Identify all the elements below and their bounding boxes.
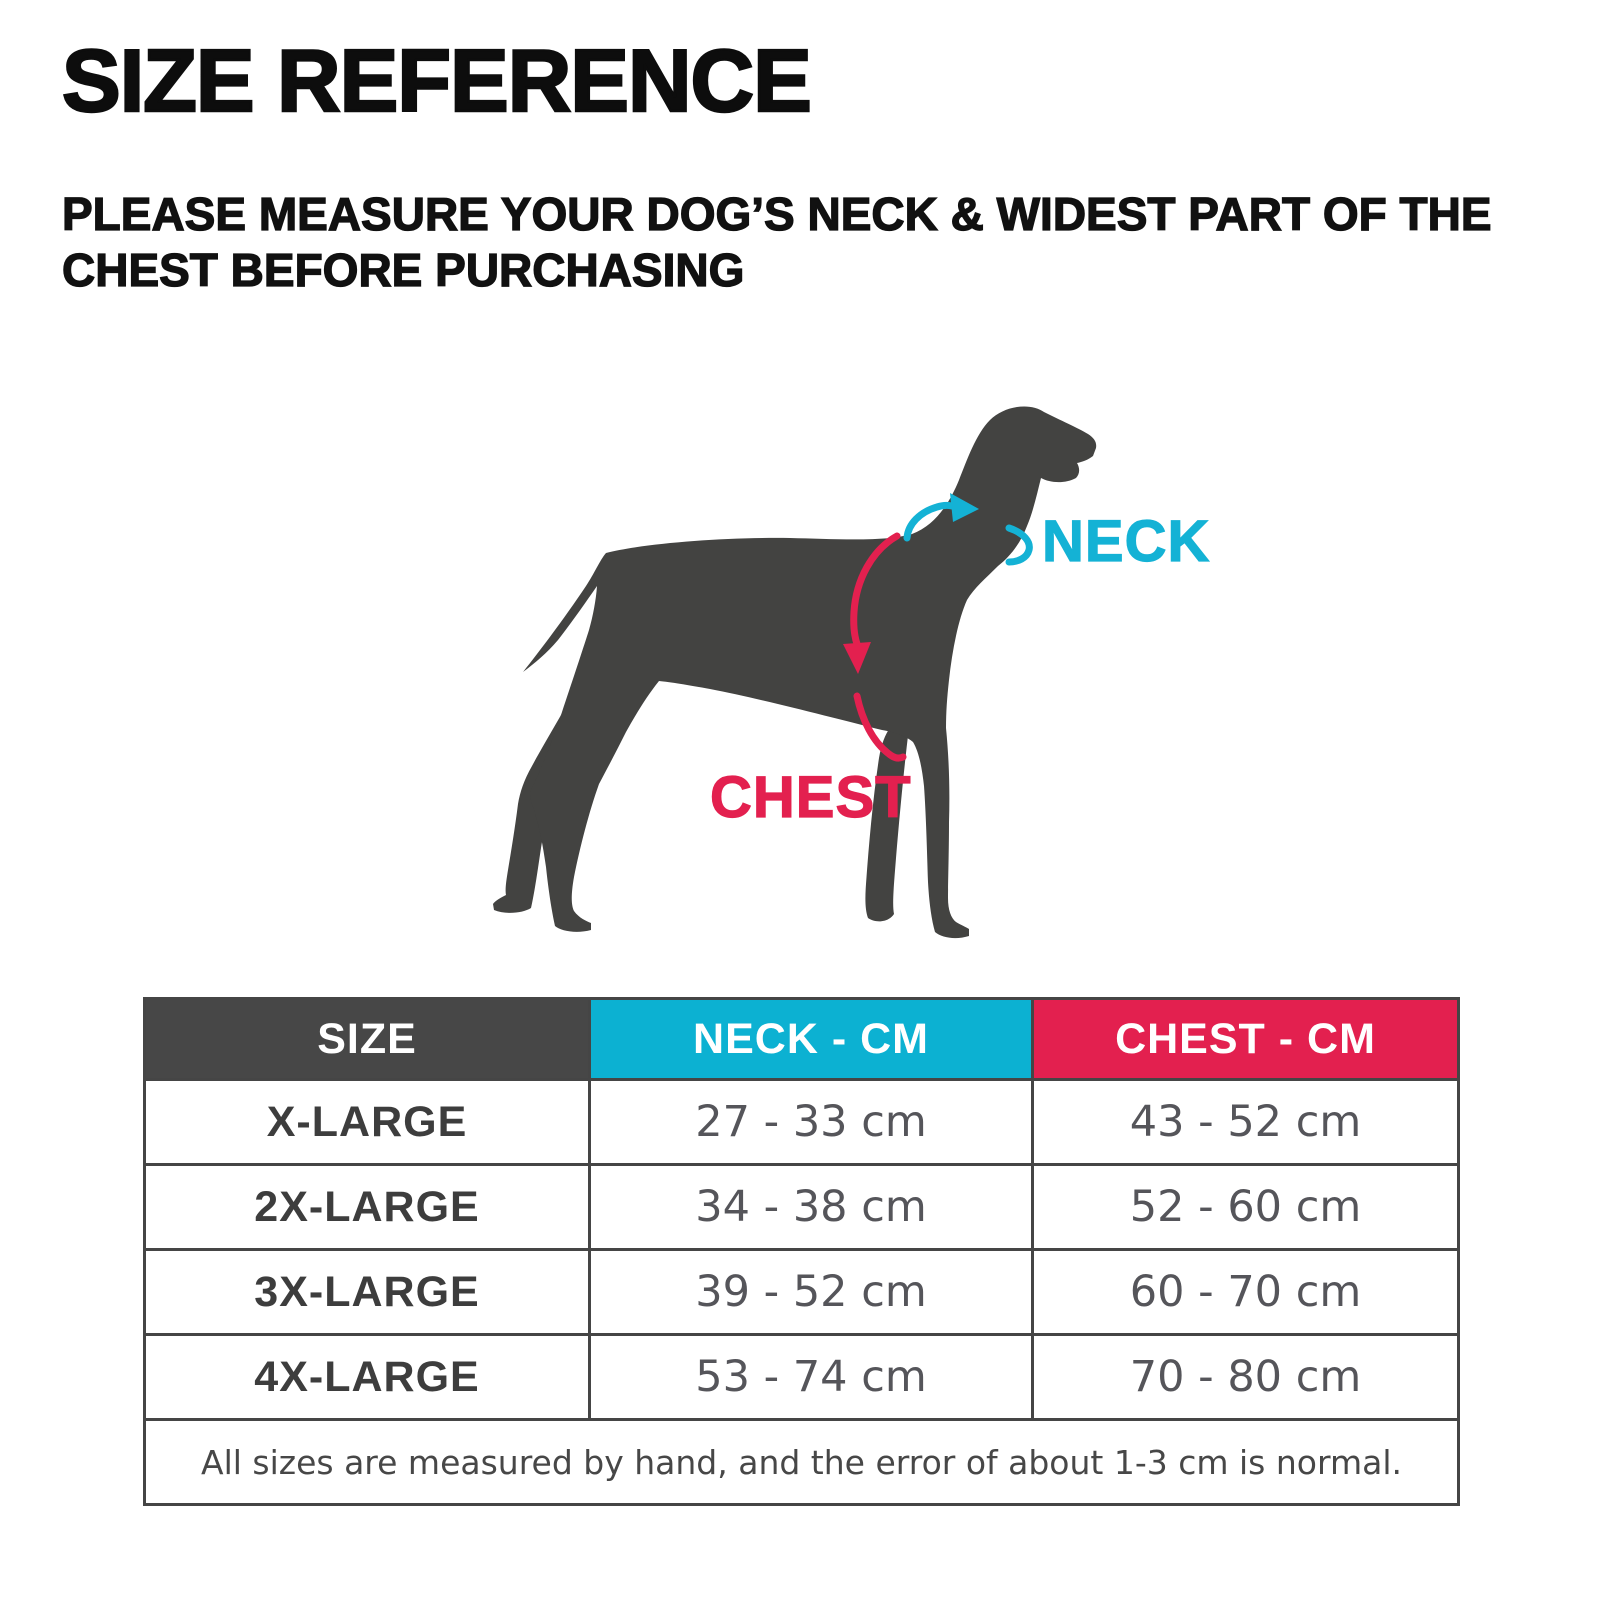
neck-label: NECK bbox=[1041, 508, 1211, 574]
header-size: SIZE bbox=[143, 997, 591, 1081]
header-chest-cm: CHEST - CM bbox=[1031, 997, 1460, 1081]
chest-value-cell: 52 - 60 cm bbox=[1031, 1163, 1460, 1251]
size-cell: 2X-LARGE bbox=[143, 1163, 591, 1251]
size-cell: X-LARGE bbox=[143, 1078, 591, 1166]
chest-label: CHEST bbox=[709, 764, 912, 830]
chest-value-cell: 60 - 70 cm bbox=[1031, 1248, 1460, 1336]
dog-size-diagram bbox=[493, 406, 1097, 939]
table-row: 3X-LARGE 39 - 52 cm 60 - 70 cm bbox=[143, 1248, 1460, 1336]
neck-value-cell: 53 - 74 cm bbox=[588, 1333, 1034, 1421]
neck-value-cell: 27 - 33 cm bbox=[588, 1078, 1034, 1166]
dog-far-front-leg bbox=[865, 720, 910, 922]
page-title: SIZE REFERENCE bbox=[61, 30, 813, 132]
chest-arrowhead-icon bbox=[843, 642, 871, 674]
size-cell: 3X-LARGE bbox=[143, 1248, 591, 1336]
table-row: X-LARGE 27 - 33 cm 43 - 52 cm bbox=[143, 1078, 1460, 1166]
instruction-text: PLEASE MEASURE YOUR DOG’S NECK & WIDEST … bbox=[61, 187, 1492, 297]
header-neck-cm: NECK - CM bbox=[588, 997, 1034, 1081]
size-table: SIZE NECK - CM CHEST - CM X-LARGE 27 - 33… bbox=[143, 997, 1460, 1506]
size-table-header-row: SIZE NECK - CM CHEST - CM bbox=[143, 997, 1460, 1081]
dog-measurement-figure bbox=[490, 390, 1110, 950]
size-table-body: X-LARGE 27 - 33 cm 43 - 52 cm 2X-LARGE 34 - … bbox=[143, 1078, 1460, 1421]
size-table-note-row: All sizes are measured by hand, and the … bbox=[143, 1418, 1460, 1506]
neck-arrowhead-icon bbox=[950, 493, 979, 522]
size-cell: 4X-LARGE bbox=[143, 1333, 591, 1421]
table-row: 4X-LARGE 53 - 74 cm 70 - 80 cm bbox=[143, 1333, 1460, 1421]
table-row: 2X-LARGE 34 - 38 cm 52 - 60 cm bbox=[143, 1163, 1460, 1251]
dog-silhouette bbox=[523, 406, 1097, 939]
chest-measure-arrow-icon bbox=[850, 532, 907, 762]
neck-value-cell: 34 - 38 cm bbox=[588, 1163, 1034, 1251]
neck-value-cell: 39 - 52 cm bbox=[588, 1248, 1034, 1336]
table-note: All sizes are measured by hand, and the … bbox=[143, 1418, 1460, 1506]
neck-measure-arrow-icon bbox=[903, 501, 1033, 566]
chest-value-cell: 43 - 52 cm bbox=[1031, 1078, 1460, 1166]
chest-value-cell: 70 - 80 cm bbox=[1031, 1333, 1460, 1421]
